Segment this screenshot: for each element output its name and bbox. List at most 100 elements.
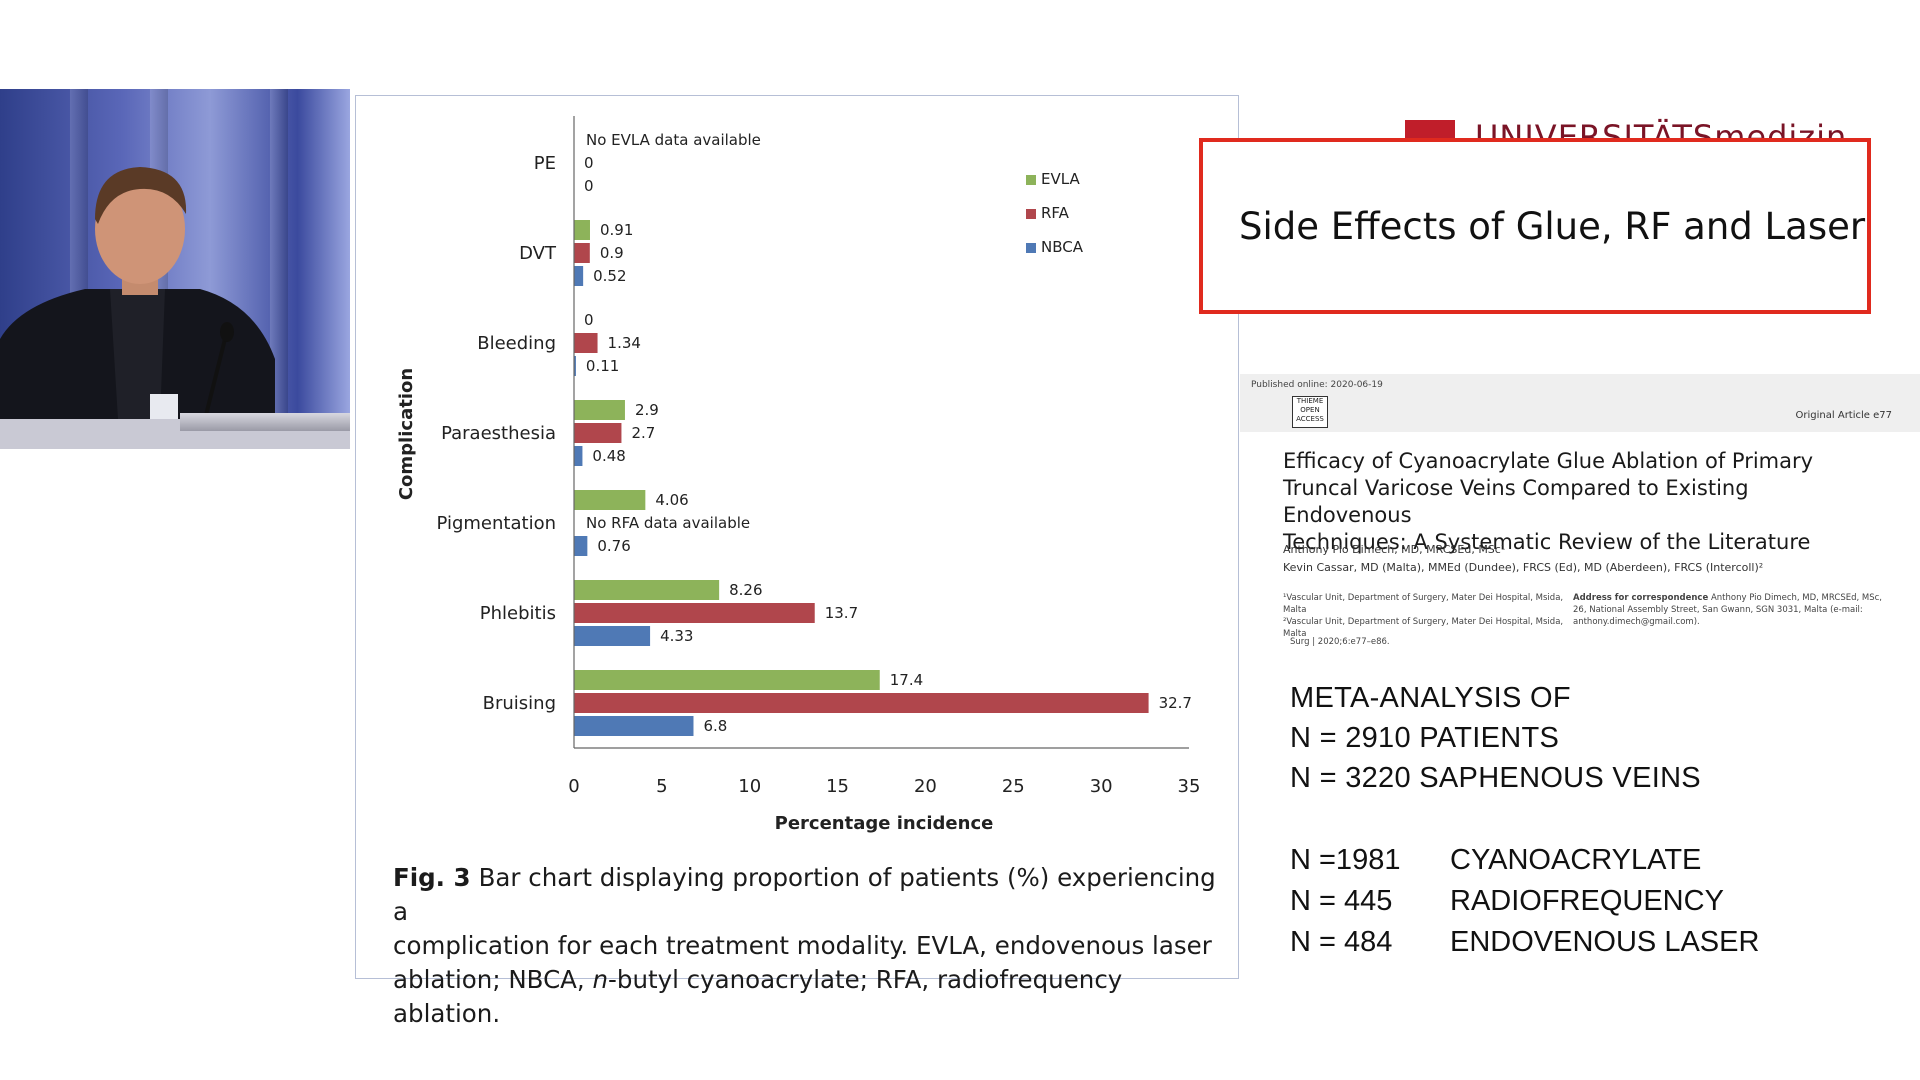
bar-evla	[574, 400, 625, 420]
published-date: Published online: 2020-06-19	[1251, 380, 1383, 390]
bar-nbca	[574, 266, 584, 286]
affiliation-line: ²Vascular Unit, Department of Surgery, M…	[1283, 617, 1564, 639]
data-label: 6.8	[703, 717, 727, 735]
data-label: 8.26	[729, 581, 762, 599]
count-label: ENDOVENOUS LASER	[1450, 926, 1760, 958]
bar-evla	[574, 490, 646, 510]
data-label: 2.7	[631, 424, 655, 442]
modality-counts: N =1981 CYANOACRYLATE N = 445 RADIOFREQU…	[1290, 840, 1759, 963]
paper-title: Efficacy of Cyanoacrylate Glue Ablation …	[1283, 448, 1883, 556]
count-row: N =1981 CYANOACRYLATE	[1290, 840, 1759, 881]
y-tick-label: Pigmentation	[437, 513, 556, 534]
data-label: 0.9	[600, 244, 624, 262]
caption-line-1: Bar chart displaying proportion of patie…	[393, 863, 1216, 926]
legend: EVLA RFA NBCA	[1026, 170, 1084, 256]
data-label: 0.11	[586, 357, 619, 375]
paper-excerpt: Published online: 2020-06-19 THIEME OPEN…	[1240, 374, 1920, 654]
figure-panel: No EVLA data available 0 0 0.91 0.9 0.52 0 1.34…	[355, 95, 1239, 1028]
affiliations: ¹Vascular Unit, Department of Surgery, M…	[1283, 592, 1568, 640]
data-label: 0.52	[593, 267, 626, 285]
bar-rfa	[574, 603, 815, 623]
legend-swatch-nbca	[1026, 243, 1036, 253]
legend-label: RFA	[1041, 204, 1070, 222]
meta-line: META-ANALYSIS OF	[1290, 682, 1571, 714]
data-label: 17.4	[890, 671, 923, 689]
legend-swatch-rfa	[1026, 209, 1036, 219]
data-label: 2.9	[635, 401, 659, 419]
axes-layer: 0 5 10 15 20 25 30 35 PE DVT Bleeding Paraesthesia P…	[437, 116, 1201, 797]
data-label: 4.33	[660, 627, 693, 645]
x-tick-label: 15	[826, 776, 849, 797]
author-line: Anthony Pio Dimech, MD, MRCSEd, MSc¹	[1283, 543, 1506, 556]
meta-analysis-summary: META-ANALYSIS OF N = 2910 PATIENTS N = 3…	[1290, 678, 1701, 798]
bar-chart: No EVLA data available 0 0 0.91 0.9 0.52 0 1.34…	[396, 116, 1201, 834]
bar-nbca	[574, 356, 576, 376]
thieme-badge: THIEME OPEN ACCESS	[1292, 396, 1328, 428]
correspondence: Address for correspondence Anthony Pio D…	[1573, 592, 1883, 628]
count-n: N =1981	[1290, 844, 1401, 876]
paper-title-line: Truncal Varicose Veins Compared to Exist…	[1283, 476, 1749, 527]
logo-mark	[1405, 120, 1455, 138]
figure-caption: Fig. 3 Bar chart displaying proportion of…	[393, 861, 1223, 1031]
x-tick-label: 25	[1002, 776, 1025, 797]
x-tick-label: 30	[1090, 776, 1113, 797]
y-axis-label: Complication	[396, 368, 417, 500]
legend-label: EVLA	[1041, 170, 1080, 188]
paper-authors: Anthony Pio Dimech, MD, MRCSEd, MSc¹ Kev…	[1283, 541, 1903, 577]
speaker-video	[0, 89, 350, 449]
data-label: 0	[584, 177, 594, 195]
count-row: N = 445 RADIOFREQUENCY	[1290, 881, 1759, 922]
bar-rfa	[574, 693, 1149, 713]
author-line: Kevin Cassar, MD (Malta), MMEd (Dundee),…	[1283, 561, 1764, 574]
caption-line-3b: n	[592, 965, 609, 994]
bar-nbca	[574, 716, 694, 736]
paper-title-line: Efficacy of Cyanoacrylate Glue Ablation …	[1283, 449, 1814, 473]
count-row: N = 484 ENDOVENOUS LASER	[1290, 922, 1759, 963]
data-label: 0	[584, 154, 594, 172]
y-tick-label: Phlebitis	[480, 603, 556, 624]
speaker-figure	[0, 167, 350, 449]
data-label: 1.34	[608, 334, 641, 352]
data-label: 32.7	[1159, 694, 1192, 712]
paper-title-line: Techniques: A Systematic Review of the L…	[1283, 530, 1811, 554]
university-logo: UNIVERSITÄTSmedizin	[1405, 116, 1845, 138]
bar-evla	[574, 220, 590, 240]
meta-line: N = 3220 SAPHENOUS VEINS	[1290, 762, 1701, 794]
x-axis-label: Percentage incidence	[775, 813, 994, 834]
meta-line: N = 2910 PATIENTS	[1290, 722, 1560, 754]
bar-nbca	[574, 536, 588, 556]
citation: Surg | 2020;6:e77–e86.	[1290, 637, 1390, 647]
count-label: RADIOFREQUENCY	[1450, 885, 1724, 917]
x-tick-label: 5	[656, 776, 667, 797]
y-tick-label: Bleeding	[477, 333, 556, 354]
slide-title: Side Effects of Glue, RF and Laser	[1239, 204, 1866, 248]
x-tick-label: 20	[914, 776, 937, 797]
bar-evla	[574, 580, 720, 600]
bar-nbca	[574, 446, 583, 466]
bar-rfa	[574, 333, 598, 353]
caption-line-3c: -butyl cyanoacrylate; RFA, radiofrequenc…	[393, 965, 1123, 1028]
bar-evla	[574, 670, 880, 690]
slide-title-box: Side Effects of Glue, RF and Laser	[1199, 138, 1871, 314]
legend-swatch-evla	[1026, 175, 1036, 185]
no-data-annotation: No RFA data available	[586, 514, 750, 532]
correspondence-text: Anthony Pio Dimech, MD, MRCSEd, MSc, 26,…	[1573, 593, 1882, 627]
data-label: 0	[584, 311, 594, 329]
logo-text: UNIVERSITÄTSmedizin	[1475, 118, 1845, 138]
caption-line-2: complication for each treatment modality…	[393, 931, 1212, 960]
count-n: N = 445	[1290, 885, 1393, 917]
correspondence-label: Address for correspondence	[1573, 593, 1709, 603]
x-tick-label: 35	[1178, 776, 1201, 797]
bars-layer: No EVLA data available 0 0 0.91 0.9 0.52 0 1.34…	[574, 131, 1192, 736]
data-label: 13.7	[825, 604, 858, 622]
y-tick-label: PE	[534, 153, 556, 174]
data-label: 0.48	[592, 447, 625, 465]
figure-label: Fig. 3	[393, 863, 471, 892]
bar-rfa	[574, 423, 622, 443]
bar-nbca	[574, 626, 651, 646]
legend-label: NBCA	[1041, 238, 1084, 256]
data-label: 4.06	[655, 491, 688, 509]
y-tick-label: Paraesthesia	[441, 423, 556, 444]
article-type: Original Article e77	[1795, 410, 1892, 421]
y-tick-label: Bruising	[483, 693, 556, 714]
